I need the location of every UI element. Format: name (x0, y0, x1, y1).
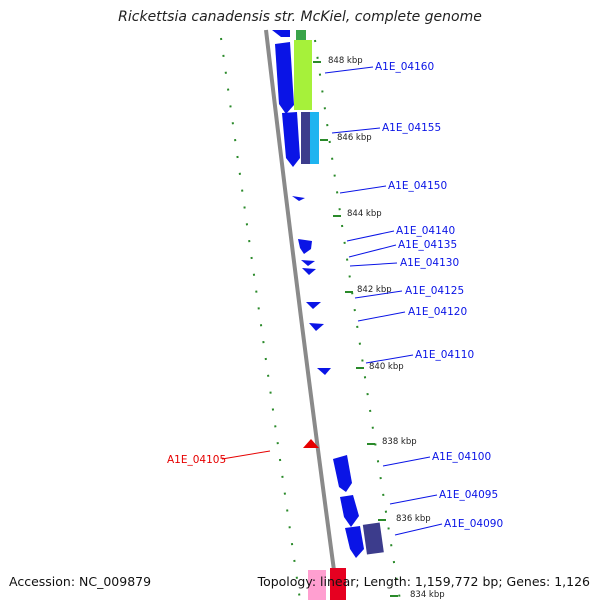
gene-label-04160: A1E_04160 (375, 61, 434, 73)
gene-arrow-04135 (301, 260, 315, 266)
map-title: Rickettsia canadensis str. McKiel, compl… (118, 9, 482, 25)
gene-arrow-04150 (292, 196, 305, 201)
gene-arrow-04130 (302, 268, 316, 275)
accession-text: Accession: NC_009879 (9, 574, 152, 589)
tick-marks (313, 61, 398, 597)
summary-text: Topology: linear; Length: 1,159,772 bp; … (257, 574, 590, 589)
gene-label-04110: A1E_04110 (415, 349, 474, 361)
gene-arrow-04100 (333, 455, 352, 492)
tick-label-838: 838 kbp (382, 437, 417, 447)
tick-label-848: 848 kbp (328, 56, 363, 66)
gene-label-04140: A1E_04140 (396, 225, 455, 237)
gene-arrow-04090 (345, 526, 364, 558)
gene-label-04105: A1E_04105 (167, 454, 226, 466)
gene-label-04100: A1E_04100 (432, 451, 491, 463)
gene-label-04130: A1E_04130 (400, 257, 459, 269)
genome-backbone (264, 29, 340, 600)
gene-arrow-04120 (309, 323, 324, 331)
tick-label-842: 842 kbp (357, 285, 392, 295)
purple-feature-band-lower (362, 522, 384, 555)
tick-label-834: 834 kbp (410, 590, 445, 600)
gene-arrow-04110 (317, 368, 331, 375)
gene-label-04090: A1E_04090 (444, 518, 503, 530)
tick-label-844: 844 kbp (347, 209, 382, 219)
tick-labels: 848 kbp 846 kbp 844 kbp 842 kbp 840 kbp … (328, 56, 445, 600)
pink-feature-band (308, 570, 326, 600)
gene-labels: A1E_04160 A1E_04155 A1E_04150 A1E_04140 … (167, 61, 503, 530)
gene-arrow-04140 (298, 239, 312, 254)
green-feature-band (294, 40, 312, 110)
gene-arrow-04105 (303, 439, 319, 448)
red-feature-band (330, 568, 346, 600)
gene-label-04125: A1E_04125 (405, 285, 464, 297)
gene-arrow-top (272, 30, 290, 37)
gene-arrow-04155 (282, 112, 300, 167)
gene-arrow-04125 (306, 302, 321, 309)
green-feature-cap (296, 30, 306, 40)
gene-label-04135: A1E_04135 (398, 239, 457, 251)
purple-feature-band (301, 112, 310, 164)
label-leaders (221, 66, 443, 536)
gene-arrow-04160 (275, 42, 294, 114)
tick-label-840: 840 kbp (369, 362, 404, 372)
feature-bands (294, 30, 384, 600)
cyan-feature-band (310, 112, 319, 164)
tick-label-836: 836 kbp (396, 514, 431, 524)
gene-label-04150: A1E_04150 (388, 180, 447, 192)
gene-label-04095: A1E_04095 (439, 489, 498, 501)
gene-label-04120: A1E_04120 (408, 306, 467, 318)
gene-label-04155: A1E_04155 (382, 122, 441, 134)
gene-arrows (272, 30, 364, 558)
gene-arrow-04095 (340, 495, 359, 527)
tick-label-846: 846 kbp (337, 133, 372, 143)
